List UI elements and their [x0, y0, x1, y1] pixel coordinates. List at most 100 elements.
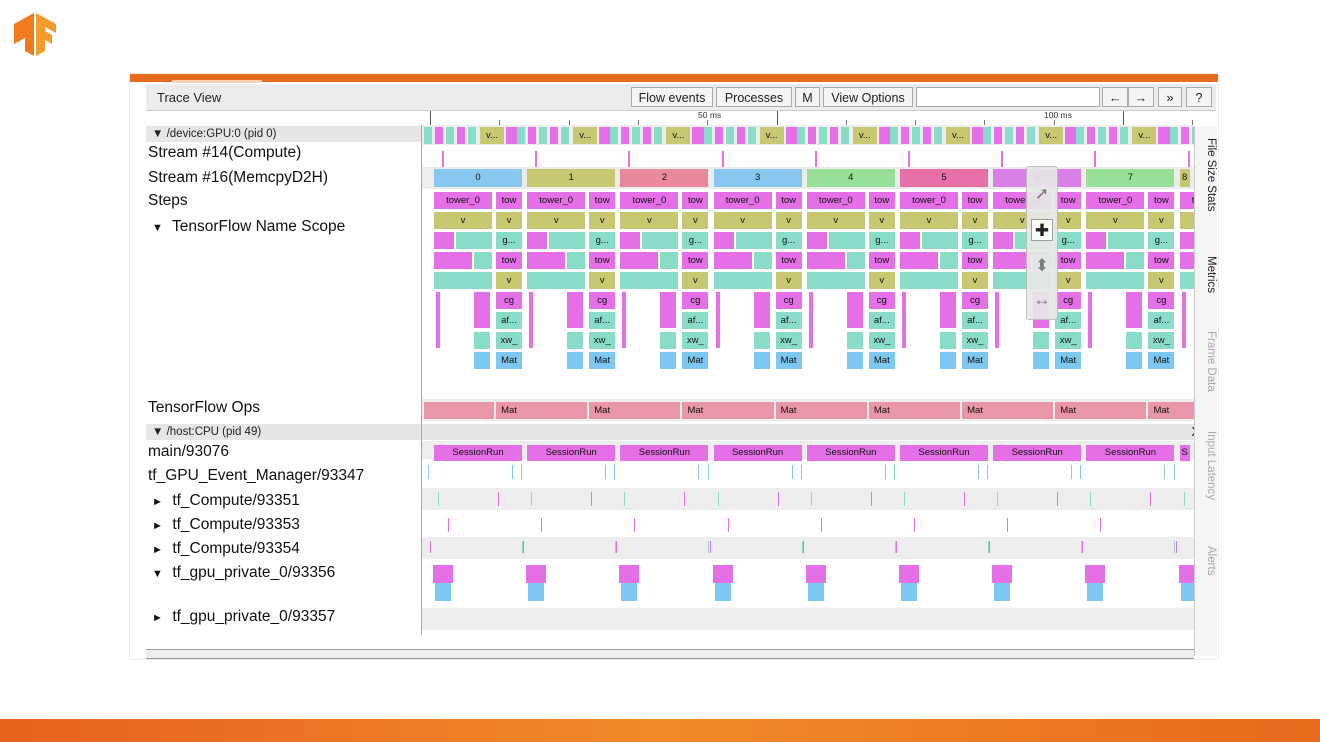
scope-block[interactable]: tow [682, 192, 709, 209]
op-block[interactable] [424, 402, 494, 419]
scope-block[interactable] [474, 332, 490, 349]
track-label-compute-93354[interactable]: ► tf_Compute/93354 [152, 540, 300, 558]
scope-block[interactable]: v [1055, 272, 1082, 289]
scope-block[interactable]: af... [589, 312, 616, 329]
compute-tick[interactable] [708, 541, 710, 553]
op-block[interactable] [890, 402, 960, 419]
event-tick[interactable] [800, 465, 802, 479]
track-label-gpu-private-93356[interactable]: ▼ tf_gpu_private_0/93356 [152, 564, 335, 582]
compute-tick[interactable] [1100, 518, 1102, 532]
scope-block[interactable] [456, 232, 492, 249]
compute-tick[interactable] [914, 518, 915, 532]
scope-block[interactable]: cg [868, 292, 895, 309]
compute-tick[interactable] [802, 541, 804, 553]
compute-tick[interactable] [820, 518, 822, 532]
scope-block[interactable]: xw_ [682, 332, 709, 349]
op-block[interactable] [517, 402, 588, 419]
gpu-private-block[interactable] [1180, 583, 1194, 601]
compute-tick[interactable] [448, 518, 449, 532]
scope-block[interactable]: v [868, 212, 895, 229]
scope-block[interactable]: Mat [868, 352, 895, 369]
compute-tick[interactable] [523, 541, 525, 553]
op-block[interactable]: Mat [589, 402, 616, 419]
kernel-block[interactable] [621, 127, 630, 144]
gpu-private-block[interactable] [901, 583, 917, 601]
op-block[interactable]: Mat [1148, 402, 1175, 419]
event-tick[interactable] [698, 465, 700, 479]
scope-block[interactable] [846, 252, 865, 269]
scope-block[interactable]: af... [496, 312, 522, 329]
scope-block[interactable]: Mat [962, 352, 988, 369]
kernel-block[interactable] [912, 127, 920, 144]
scope-block[interactable]: v [900, 212, 958, 229]
next-result-button[interactable]: → [1128, 87, 1154, 107]
kernel-block[interactable] [654, 127, 663, 144]
scope-block[interactable] [940, 352, 956, 369]
scope-block[interactable]: af... [1055, 312, 1082, 329]
select-icon[interactable]: ➚ [1034, 184, 1050, 203]
compute-tick[interactable] [591, 492, 593, 506]
scope-block[interactable]: tow [775, 252, 802, 269]
time-ruler[interactable]: 50 ms 100 ms [422, 110, 1194, 126]
compute-tick[interactable] [615, 541, 617, 553]
scope-block[interactable]: tow [496, 252, 522, 269]
scope-block[interactable] [1088, 292, 1093, 348]
scope-block[interactable]: cg [962, 292, 988, 309]
gpu-private-block[interactable] [899, 565, 919, 583]
scope-block[interactable] [567, 252, 586, 269]
scope-block[interactable] [900, 252, 938, 269]
scope-block[interactable] [1126, 332, 1143, 349]
scope-block[interactable] [1126, 252, 1145, 269]
scope-block[interactable]: tow [589, 252, 616, 269]
scope-block[interactable] [567, 332, 584, 349]
help-button[interactable]: ? [1186, 87, 1212, 107]
kernel-block[interactable]: v... [759, 127, 784, 144]
gpu-private-block[interactable] [619, 565, 640, 583]
step-block[interactable]: 2 [620, 169, 709, 187]
scope-block[interactable]: v [496, 212, 522, 229]
memcpy-event[interactable] [721, 151, 724, 167]
expand-triangle-icon[interactable]: ► [152, 520, 163, 532]
compute-tick[interactable] [896, 541, 897, 553]
compute-tick[interactable] [1175, 541, 1177, 553]
kernel-block[interactable] [818, 127, 827, 144]
scope-block[interactable] [940, 252, 958, 269]
pan-icon[interactable]: ✚ [1031, 219, 1053, 241]
event-tick[interactable] [521, 465, 523, 479]
scope-block[interactable] [474, 252, 492, 269]
step-block[interactable]: 5 [900, 169, 988, 187]
compute-tick[interactable] [1007, 518, 1009, 532]
processes-button[interactable]: Processes [716, 87, 792, 107]
memcpy-event[interactable] [908, 151, 910, 167]
compute-tick[interactable] [1090, 492, 1092, 506]
scope-block[interactable] [1126, 292, 1143, 328]
kernel-block[interactable] [1191, 127, 1194, 144]
expand-triangle-icon[interactable]: ► [152, 496, 163, 508]
expand-triangle-icon[interactable]: ▼ [152, 222, 163, 234]
scope-block[interactable] [642, 232, 679, 249]
timeline-tracks[interactable]: v... 0 tower_0 tow v v g... tow v cg af... xw_ Mat Ma… [422, 125, 1194, 635]
scope-block[interactable] [620, 272, 679, 289]
scope-block[interactable]: g... [775, 232, 802, 249]
kernel-block[interactable] [550, 127, 559, 144]
event-tick[interactable] [894, 465, 895, 479]
scope-block[interactable] [620, 232, 641, 249]
metadata-button[interactable]: M [795, 87, 820, 107]
scope-block[interactable] [828, 232, 865, 249]
scope-block[interactable]: v [1148, 272, 1175, 289]
kernel-block[interactable] [1087, 127, 1096, 144]
op-block[interactable] [1169, 402, 1194, 419]
kernel-block[interactable] [528, 127, 537, 144]
event-tick[interactable] [512, 465, 513, 479]
track-label-stream16[interactable]: Stream #16(MemcpyD2H) [148, 169, 328, 187]
scope-block[interactable] [622, 292, 627, 348]
event-tick[interactable] [428, 465, 429, 479]
compute-tick[interactable] [717, 492, 719, 506]
kernel-block[interactable] [561, 127, 570, 144]
event-tick[interactable] [978, 465, 979, 479]
kernel-block[interactable] [785, 127, 798, 144]
compute-tick[interactable] [1082, 541, 1084, 553]
session-run-block[interactable]: SessionRun [993, 445, 1082, 461]
kernel-block[interactable] [983, 127, 992, 144]
scope-block[interactable]: v [620, 212, 679, 229]
